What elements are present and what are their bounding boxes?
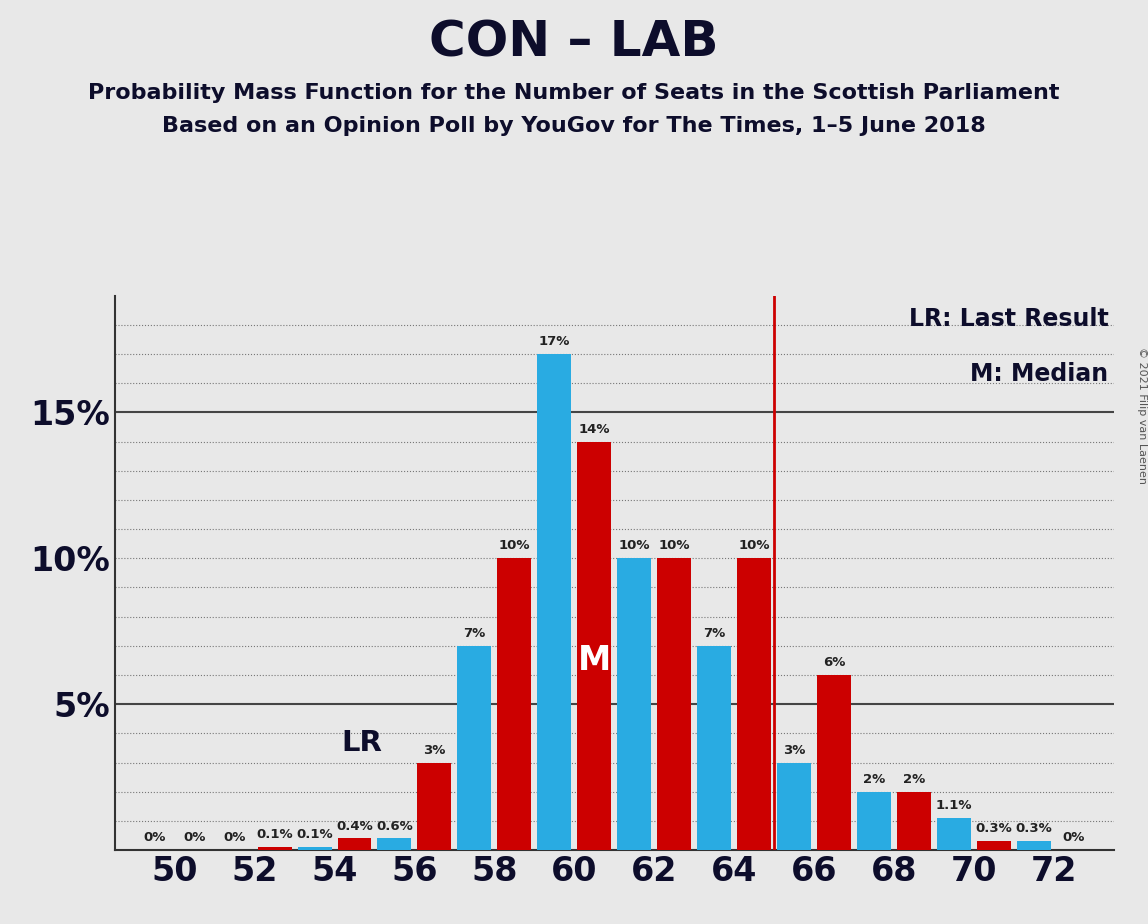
Text: Based on an Opinion Poll by YouGov for The Times, 1–5 June 2018: Based on an Opinion Poll by YouGov for T… bbox=[162, 116, 986, 136]
Bar bbox=[537, 354, 572, 850]
Text: 7%: 7% bbox=[703, 627, 726, 640]
Text: 14%: 14% bbox=[579, 423, 610, 436]
Text: M: Median: M: Median bbox=[970, 362, 1109, 386]
Bar bbox=[657, 558, 691, 850]
Text: 0.1%: 0.1% bbox=[256, 828, 293, 842]
Bar bbox=[457, 646, 491, 850]
Bar bbox=[618, 558, 651, 850]
Text: 0.4%: 0.4% bbox=[336, 820, 373, 833]
Bar bbox=[297, 847, 332, 850]
Bar bbox=[777, 762, 810, 850]
Text: © 2021 Filip van Laenen: © 2021 Filip van Laenen bbox=[1138, 347, 1147, 484]
Text: 7%: 7% bbox=[464, 627, 486, 640]
Text: 6%: 6% bbox=[823, 656, 845, 669]
Bar bbox=[737, 558, 771, 850]
Text: 0.1%: 0.1% bbox=[296, 828, 333, 842]
Bar bbox=[257, 847, 292, 850]
Text: 2%: 2% bbox=[863, 772, 885, 786]
Bar bbox=[418, 762, 451, 850]
Bar bbox=[897, 792, 931, 850]
Text: 17%: 17% bbox=[538, 335, 569, 348]
Text: 2%: 2% bbox=[902, 772, 925, 786]
Text: 10%: 10% bbox=[498, 540, 530, 553]
Text: 1.1%: 1.1% bbox=[936, 799, 972, 812]
Bar bbox=[856, 792, 891, 850]
Text: LR: LR bbox=[342, 729, 382, 757]
Bar bbox=[577, 442, 611, 850]
Text: 0%: 0% bbox=[144, 832, 166, 845]
Bar bbox=[977, 842, 1010, 850]
Bar bbox=[497, 558, 532, 850]
Text: 10%: 10% bbox=[738, 540, 770, 553]
Text: 10%: 10% bbox=[619, 540, 650, 553]
Text: M: M bbox=[577, 644, 611, 677]
Bar bbox=[697, 646, 731, 850]
Text: 10%: 10% bbox=[658, 540, 690, 553]
Bar bbox=[378, 838, 411, 850]
Text: 0.6%: 0.6% bbox=[377, 820, 413, 833]
Text: 3%: 3% bbox=[424, 744, 445, 757]
Bar bbox=[1017, 842, 1050, 850]
Bar bbox=[817, 675, 851, 850]
Text: 0%: 0% bbox=[184, 832, 205, 845]
Text: LR: Last Result: LR: Last Result bbox=[909, 307, 1109, 331]
Text: 0%: 0% bbox=[1062, 832, 1085, 845]
Bar bbox=[937, 818, 971, 850]
Text: 0.3%: 0.3% bbox=[1015, 822, 1052, 835]
Text: Probability Mass Function for the Number of Seats in the Scottish Parliament: Probability Mass Function for the Number… bbox=[88, 83, 1060, 103]
Bar bbox=[338, 838, 372, 850]
Text: 0.3%: 0.3% bbox=[976, 822, 1013, 835]
Text: 3%: 3% bbox=[783, 744, 805, 757]
Text: CON – LAB: CON – LAB bbox=[429, 18, 719, 67]
Text: 0%: 0% bbox=[224, 832, 246, 845]
